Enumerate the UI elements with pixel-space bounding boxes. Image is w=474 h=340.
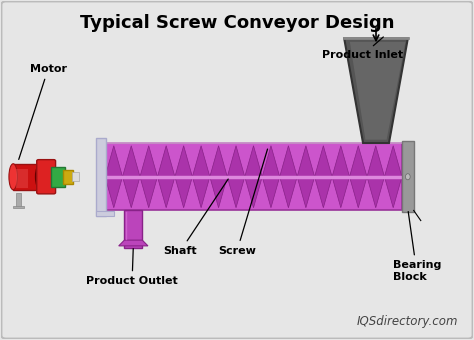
Polygon shape xyxy=(280,177,297,208)
Polygon shape xyxy=(332,146,349,177)
Polygon shape xyxy=(350,42,405,140)
Text: Typical Screw Conveyor Design: Typical Screw Conveyor Design xyxy=(80,14,394,32)
Bar xyxy=(16,193,21,207)
Polygon shape xyxy=(349,177,367,208)
Polygon shape xyxy=(210,177,228,208)
Polygon shape xyxy=(384,177,402,208)
Polygon shape xyxy=(332,177,349,208)
Polygon shape xyxy=(245,146,262,177)
Polygon shape xyxy=(122,177,140,208)
FancyBboxPatch shape xyxy=(36,160,55,194)
Polygon shape xyxy=(349,146,367,177)
Text: Motor: Motor xyxy=(19,64,67,159)
Polygon shape xyxy=(175,177,192,208)
Ellipse shape xyxy=(9,164,18,190)
Polygon shape xyxy=(297,177,315,208)
Polygon shape xyxy=(262,177,280,208)
Polygon shape xyxy=(105,177,122,208)
Polygon shape xyxy=(192,146,210,177)
Ellipse shape xyxy=(405,174,410,180)
Polygon shape xyxy=(384,146,402,177)
Bar xyxy=(63,170,73,184)
Polygon shape xyxy=(140,146,157,177)
Polygon shape xyxy=(344,38,408,143)
Bar xyxy=(105,143,402,210)
Bar xyxy=(51,167,64,187)
Text: IQSdirectory.com: IQSdirectory.com xyxy=(357,316,458,328)
Polygon shape xyxy=(280,146,297,177)
Bar xyxy=(72,172,79,181)
Text: Bearing
Block: Bearing Block xyxy=(392,211,441,282)
Bar xyxy=(13,206,24,208)
Bar xyxy=(96,211,115,216)
Bar xyxy=(124,210,142,248)
Polygon shape xyxy=(367,146,384,177)
Bar xyxy=(402,141,414,212)
Polygon shape xyxy=(140,177,157,208)
Polygon shape xyxy=(315,177,332,208)
Polygon shape xyxy=(122,146,140,177)
Text: Product Inlet: Product Inlet xyxy=(322,37,403,60)
Polygon shape xyxy=(228,146,245,177)
Polygon shape xyxy=(157,146,175,177)
Polygon shape xyxy=(105,146,122,177)
Bar xyxy=(13,164,41,190)
Bar xyxy=(96,138,106,216)
Polygon shape xyxy=(118,240,148,246)
Polygon shape xyxy=(210,146,228,177)
Polygon shape xyxy=(175,146,192,177)
Polygon shape xyxy=(245,177,262,208)
Polygon shape xyxy=(228,177,245,208)
Text: Product Outlet: Product Outlet xyxy=(86,249,178,286)
Polygon shape xyxy=(315,146,332,177)
Polygon shape xyxy=(297,146,315,177)
Polygon shape xyxy=(367,177,384,208)
Bar xyxy=(16,170,28,188)
Polygon shape xyxy=(157,177,175,208)
Polygon shape xyxy=(192,177,210,208)
Ellipse shape xyxy=(36,164,46,190)
Text: Screw: Screw xyxy=(218,149,267,256)
Text: Shaft: Shaft xyxy=(164,179,228,256)
Polygon shape xyxy=(262,146,280,177)
